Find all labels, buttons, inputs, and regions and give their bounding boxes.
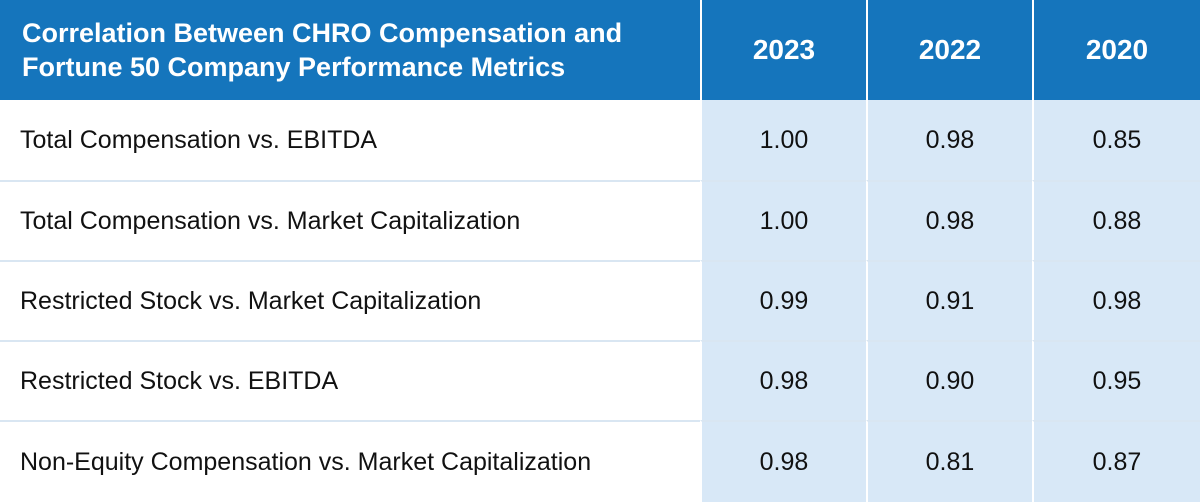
- row-label: Non-Equity Compensation vs. Market Capit…: [0, 420, 700, 502]
- row-label: Total Compensation vs. Market Capitaliza…: [0, 180, 700, 260]
- value-cell-2020: 0.95: [1032, 340, 1200, 420]
- row-label: Restricted Stock vs. Market Capitalizati…: [0, 260, 700, 340]
- table-title: Correlation Between CHRO Compensation an…: [0, 0, 700, 100]
- value-cell-2022: 0.81: [866, 420, 1032, 502]
- value-cell-2023: 1.00: [700, 100, 866, 180]
- value-cell-2020: 0.85: [1032, 100, 1200, 180]
- column-header-2023: 2023: [700, 0, 866, 100]
- value-cell-2023: 0.98: [700, 420, 866, 502]
- value-cell-2022: 0.98: [866, 100, 1032, 180]
- row-label: Restricted Stock vs. EBITDA: [0, 340, 700, 420]
- value-cell-2023: 0.98: [700, 340, 866, 420]
- row-label: Total Compensation vs. EBITDA: [0, 100, 700, 180]
- value-cell-2022: 0.98: [866, 180, 1032, 260]
- value-cell-2020: 0.87: [1032, 420, 1200, 502]
- value-cell-2023: 0.99: [700, 260, 866, 340]
- value-cell-2022: 0.91: [866, 260, 1032, 340]
- value-cell-2022: 0.90: [866, 340, 1032, 420]
- column-header-2020: 2020: [1032, 0, 1200, 100]
- value-cell-2020: 0.88: [1032, 180, 1200, 260]
- value-cell-2023: 1.00: [700, 180, 866, 260]
- column-header-2022: 2022: [866, 0, 1032, 100]
- value-cell-2020: 0.98: [1032, 260, 1200, 340]
